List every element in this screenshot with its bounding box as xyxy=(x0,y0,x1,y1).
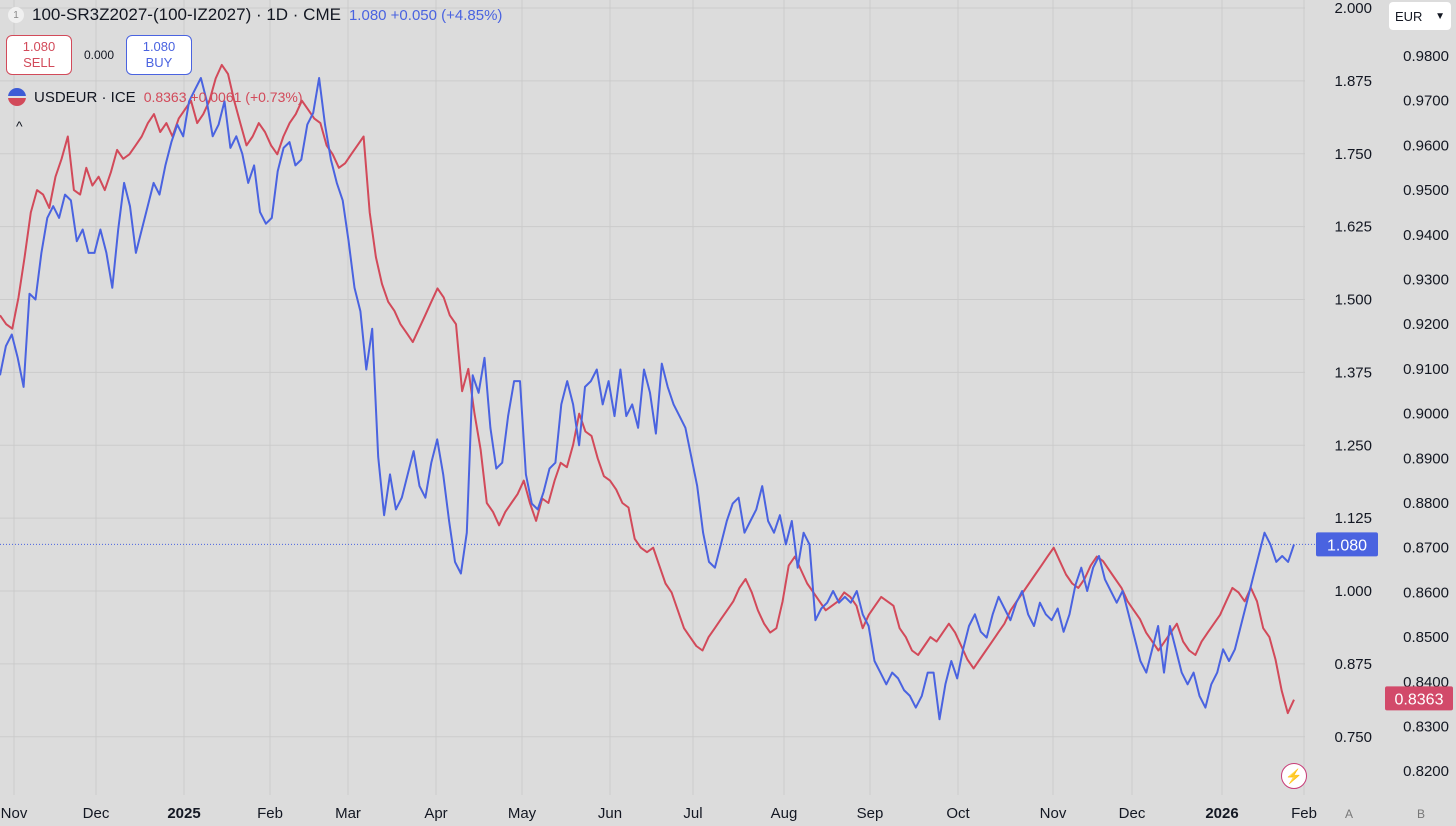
time-axis-tick-label: Jun xyxy=(598,805,622,822)
last-price-badge-primary xyxy=(1316,532,1378,557)
right-axis-tick-label: 0.8600 xyxy=(1403,584,1449,601)
last-price-label-compare: 0.8363 xyxy=(1395,691,1444,708)
symbol-title[interactable]: 100-SR3Z2027-(100-IZ2027) · 1D · CME xyxy=(32,5,341,24)
us-flag-icon xyxy=(8,88,26,106)
right-axis-tick-label: 0.9600 xyxy=(1403,137,1449,154)
inner-axis-tick-label: 1.750 xyxy=(1334,146,1372,163)
inner-axis-tick-label: 1.250 xyxy=(1334,437,1372,454)
buy-price: 1.080 xyxy=(142,39,176,54)
buy-button[interactable]: 1.080 BUY xyxy=(126,35,192,75)
auto-scale-button[interactable]: A xyxy=(1345,807,1354,821)
right-axis-tick-label: 0.8200 xyxy=(1403,763,1449,780)
right-axis-tick-label: 0.9200 xyxy=(1403,316,1449,333)
right-axis-tick-label: 0.9300 xyxy=(1403,272,1449,289)
currency-label: EUR xyxy=(1395,8,1423,24)
inner-axis-tick-label: 0.875 xyxy=(1334,656,1372,673)
time-axis-tick-label: Nov xyxy=(1,805,28,822)
time-axis-tick-label: 2025 xyxy=(167,805,200,822)
usdeur-series-line xyxy=(0,63,1295,715)
right-axis-tick-label: 0.8900 xyxy=(1403,450,1449,467)
right-axis-tick-label: 0.8800 xyxy=(1403,495,1449,512)
compare-symbol[interactable]: USDEUR · ICE xyxy=(34,88,136,106)
right-axis-tick-label: 0.8300 xyxy=(1403,719,1449,736)
right-axis-tick-label: 0.9400 xyxy=(1403,227,1449,244)
chevron-down-icon: ▼ xyxy=(1435,10,1445,22)
sell-label: SELL xyxy=(23,55,55,70)
right-axis-tick-label: 0.9800 xyxy=(1403,48,1449,65)
inner-axis-tick-label: 1.875 xyxy=(1334,73,1372,90)
time-axis-tick-label: May xyxy=(508,805,537,822)
time-axis-tick-label: Apr xyxy=(424,805,447,822)
time-axis-tick-label: Nov xyxy=(1040,805,1067,822)
time-axis: Nov Dec 2025 Feb Mar Apr May Jun Jul Aug Sep Oct Nov… xyxy=(1,805,1317,822)
symbol-header: 1 100-SR3Z2027-(100-IZ2027) · 1D · CME 1… xyxy=(8,4,502,26)
inner-axis-tick-label: 1.125 xyxy=(1334,510,1372,527)
time-axis-tick-label: Jul xyxy=(683,805,702,822)
time-axis-tick-label: Mar xyxy=(335,805,361,822)
time-axis-tick-label: Oct xyxy=(946,805,970,822)
time-axis-tick-label: Aug xyxy=(771,805,798,822)
inner-axis-tick-label: 0.750 xyxy=(1334,729,1372,746)
inner-axis-tick-label: 2.000 xyxy=(1334,0,1372,17)
time-axis-tick-label: Dec xyxy=(1119,805,1146,822)
right-price-axis: 0.9800 0.9700 0.9600 0.9500 0.9400 0.9300 0.92… xyxy=(1403,48,1449,780)
right-axis-tick-label: 0.9700 xyxy=(1403,93,1449,110)
symbol-quote: 1.080 +0.050 (+4.85%) xyxy=(348,6,503,24)
right-axis-tick-label: 0.9000 xyxy=(1403,406,1449,423)
time-axis-tick-label: Dec xyxy=(83,805,110,822)
compare-quote: 0.8363 +0.0061 (+0.73%) xyxy=(143,89,303,105)
buy-label: BUY xyxy=(145,55,173,70)
inner-axis-tick-label: 1.500 xyxy=(1334,292,1372,309)
time-axis-tick-label: Sep xyxy=(857,805,884,822)
inner-price-axis: 2.000 1.875 1.750 1.625 1.500 1.375 1.250 1.125… xyxy=(1334,0,1372,746)
inner-axis-tick-label: 1.375 xyxy=(1334,364,1372,381)
series-number-badge: 1 xyxy=(8,7,24,23)
last-price-badge-compare xyxy=(1385,686,1453,711)
time-axis-tick-label: Feb xyxy=(1291,805,1317,822)
right-axis-tick-label: 0.9500 xyxy=(1403,182,1449,199)
inner-axis-tick-label: 1.000 xyxy=(1334,583,1372,600)
lightning-icon[interactable]: ⚡ xyxy=(1281,763,1307,789)
last-price-label-primary: 1.080 xyxy=(1327,537,1367,554)
spread-series-line xyxy=(0,77,1295,721)
sell-price: 1.080 xyxy=(22,39,56,54)
right-axis-tick-label: 0.8700 xyxy=(1403,540,1449,557)
currency-selector[interactable]: EUR ▼ xyxy=(1389,2,1451,30)
sell-button[interactable]: 1.080 SELL xyxy=(6,35,72,75)
compare-legend: USDEUR · ICE 0.8363 +0.0061 (+0.73%) xyxy=(8,88,302,106)
time-axis-tick-label: Feb xyxy=(257,805,283,822)
collapse-legend-chevron-icon[interactable]: ^ xyxy=(16,118,23,134)
spread-value: 0.000 xyxy=(84,48,115,62)
time-axis-tick-label: 2026 xyxy=(1205,805,1238,822)
right-axis-tick-label: 0.8500 xyxy=(1403,629,1449,646)
inner-axis-tick-label: 1.625 xyxy=(1334,219,1372,236)
right-axis-tick-label: 0.9100 xyxy=(1403,361,1449,378)
log-scale-button[interactable]: B xyxy=(1417,807,1426,821)
